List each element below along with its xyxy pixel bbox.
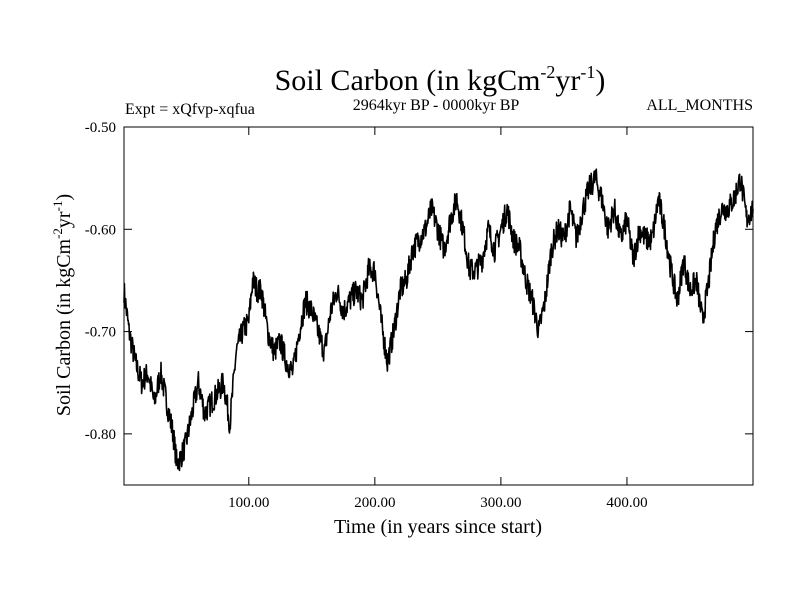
y-tick-label: -0.70: [85, 325, 116, 341]
y-axis-label-main: Soil Carbon (in kgCm: [53, 238, 75, 416]
x-tick-label: 400.00: [606, 495, 647, 511]
y-axis-label-end: ): [53, 194, 75, 201]
chart-title-sup2: -1: [580, 62, 595, 82]
y-tick-label: -0.60: [85, 222, 116, 238]
y-axis-label-sup1: -2: [50, 228, 65, 239]
x-tick-label: 300.00: [480, 495, 521, 511]
series-line-soil-carbon: [123, 168, 754, 472]
y-axis-label-mid: yr: [53, 211, 75, 228]
y-axis-label-sup2: -1: [50, 201, 65, 212]
chart-title-sup1: -2: [540, 62, 555, 82]
y-tick-label: -0.80: [85, 427, 116, 443]
chart-title: Soil Carbon (in kgCm-2yr-1): [275, 62, 606, 97]
x-ticks: 100.00 200.00 300.00 400.00: [228, 127, 648, 511]
chart-title-main: Soil Carbon (in kgCm: [275, 64, 541, 97]
y-axis-label: Soil Carbon (in kgCm-2yr-1): [50, 194, 75, 416]
y-ticks: -0.50 -0.60 -0.70 -0.80: [85, 120, 753, 443]
subtitle-center: 2964kyr BP - 0000kyr BP: [353, 97, 520, 114]
x-axis-label: Time (in years since start): [334, 516, 542, 538]
plot-frame: [123, 126, 754, 486]
chart-title-mid: yr: [555, 64, 580, 97]
subtitle-right: ALL_MONTHS: [646, 97, 753, 114]
x-tick-label: 200.00: [354, 495, 395, 511]
subtitle-left: Expt = xQfvp-xqfua: [125, 101, 255, 118]
chart-title-end: ): [595, 64, 605, 97]
y-tick-label: -0.50: [85, 120, 116, 136]
series-layer: [123, 168, 754, 472]
x-tick-label: 100.00: [228, 495, 269, 511]
